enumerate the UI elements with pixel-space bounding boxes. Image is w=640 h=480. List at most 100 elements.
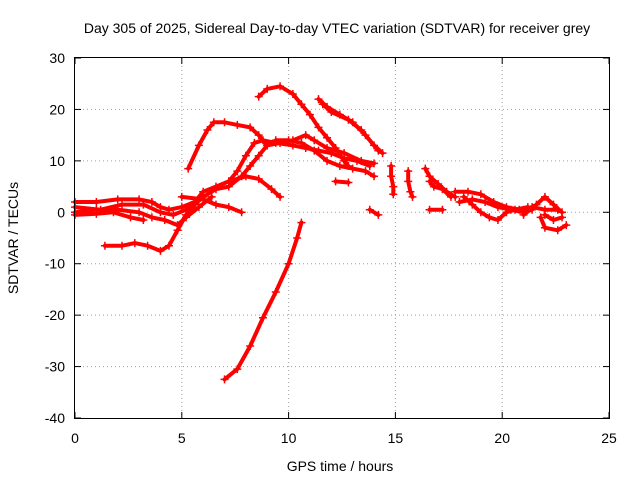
data-point — [404, 167, 413, 176]
data-point — [209, 118, 218, 127]
data-point — [536, 213, 545, 222]
series-trace — [538, 215, 569, 233]
data-point — [203, 126, 212, 134]
data-point — [271, 138, 280, 147]
data-point — [182, 210, 191, 219]
data-point — [370, 159, 379, 168]
data-point — [305, 110, 314, 119]
series-trace — [367, 207, 381, 217]
data-series — [184, 118, 379, 173]
data-point — [211, 185, 220, 194]
series-trace — [406, 169, 415, 199]
data-point — [562, 221, 571, 230]
data-point — [135, 195, 144, 204]
data-series — [365, 205, 383, 219]
data-point — [485, 213, 494, 222]
data-point — [549, 216, 558, 224]
data-point — [429, 182, 438, 191]
x-tick-label: 25 — [601, 430, 617, 446]
x-tick-label: 10 — [281, 430, 297, 446]
data-point — [156, 246, 165, 255]
data-point — [365, 162, 374, 170]
data-series — [425, 177, 455, 201]
data-point — [370, 141, 379, 150]
data-point — [425, 177, 434, 186]
data-point — [468, 200, 477, 209]
data-point — [147, 213, 156, 222]
data-point — [117, 241, 126, 250]
data-point — [519, 210, 528, 219]
data-point — [406, 187, 415, 196]
series-trace — [73, 200, 197, 217]
data-point — [451, 187, 460, 196]
data-point — [502, 208, 511, 217]
data-point — [160, 216, 169, 224]
data-point — [184, 164, 193, 173]
x-tick-label: 20 — [494, 430, 510, 446]
data-point — [96, 205, 105, 214]
data-point — [194, 203, 203, 212]
data-point — [493, 203, 502, 212]
data-point — [344, 178, 353, 187]
data-point — [199, 195, 208, 204]
data-point — [207, 192, 216, 201]
data-point — [314, 146, 323, 155]
data-point — [293, 234, 302, 242]
data-point — [147, 198, 156, 206]
data-point — [177, 192, 186, 201]
y-tick-label: -40 — [45, 410, 65, 426]
data-point — [254, 174, 263, 183]
data-point — [130, 239, 139, 248]
data-point — [173, 226, 182, 235]
data-point — [246, 162, 255, 170]
y-tick-label: -20 — [45, 307, 65, 323]
data-point — [310, 136, 319, 145]
data-point — [374, 210, 383, 219]
y-tick-label: 30 — [49, 50, 65, 66]
data-point — [438, 185, 447, 194]
data-point — [263, 84, 272, 93]
data-point — [370, 172, 379, 181]
data-point — [314, 123, 323, 132]
data-point — [318, 100, 327, 109]
data-point — [476, 208, 485, 217]
data-point — [237, 208, 246, 217]
data-point — [139, 216, 148, 224]
data-point — [301, 144, 310, 152]
y-tick-label: 0 — [57, 204, 65, 220]
data-layer — [71, 82, 571, 384]
series-trace — [102, 138, 376, 253]
data-point — [246, 123, 255, 132]
data-point — [288, 141, 297, 150]
data-point — [190, 200, 199, 209]
series-trace — [320, 102, 385, 156]
data-point — [404, 177, 413, 186]
data-point — [143, 241, 152, 250]
data-point — [476, 190, 485, 199]
data-point — [92, 198, 101, 206]
data-point — [357, 126, 366, 134]
data-point — [378, 149, 387, 158]
data-point — [389, 190, 398, 199]
data-point — [109, 208, 118, 217]
data-point — [558, 213, 567, 222]
data-point — [297, 100, 306, 109]
data-point — [117, 200, 126, 209]
data-point — [276, 82, 285, 91]
data-point — [481, 198, 490, 206]
data-point — [553, 226, 562, 235]
data-point — [331, 144, 340, 152]
data-point — [459, 192, 468, 201]
data-point — [211, 200, 220, 209]
data-point — [540, 210, 549, 219]
data-point — [511, 205, 520, 214]
x-tick-label: 15 — [388, 430, 404, 446]
data-point — [387, 162, 396, 170]
data-point — [164, 241, 173, 250]
data-series — [318, 100, 387, 158]
data-point — [438, 205, 447, 214]
data-series — [177, 192, 246, 217]
data-point — [446, 192, 455, 201]
data-point — [297, 218, 306, 227]
